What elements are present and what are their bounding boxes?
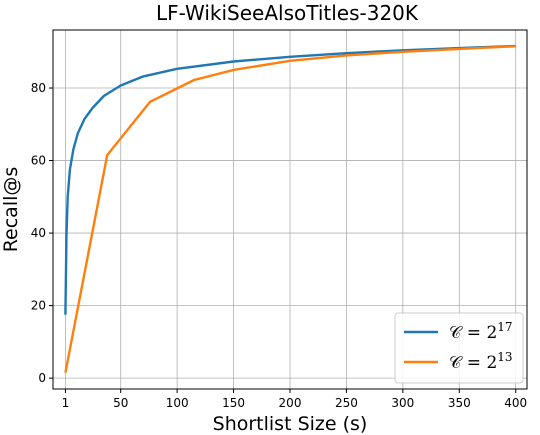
x-tick-label: 100 — [166, 396, 189, 410]
y-tick-label: 40 — [31, 226, 46, 240]
x-tick-label: 300 — [391, 396, 414, 410]
x-axis: 1 50 100 150 200 250 300 350 400 — [62, 389, 527, 410]
y-tick-label: 0 — [38, 371, 46, 385]
y-tick-label: 80 — [31, 81, 46, 95]
legend-label: 𝒞 = 213 — [449, 350, 513, 373]
legend-label: 𝒞 = 217 — [449, 320, 513, 343]
y-axis: 0 20 40 60 80 — [31, 81, 53, 385]
x-tick-label: 150 — [222, 396, 245, 410]
x-tick-label: 400 — [504, 396, 527, 410]
x-tick-label: 1 — [62, 396, 70, 410]
legend-box — [394, 312, 524, 384]
series-line-1 — [64, 44, 516, 315]
series-line-2 — [64, 45, 516, 373]
y-tick-label: 60 — [31, 154, 46, 168]
y-tick-label: 20 — [31, 299, 46, 313]
x-tick-label: 50 — [113, 396, 128, 410]
chart-title: LF-WikiSeeAlsoTitles-320K — [156, 1, 419, 25]
series-layer — [64, 44, 516, 373]
x-axis-title: Shortlist Size (s) — [213, 413, 368, 435]
x-tick-label: 200 — [279, 396, 302, 410]
grid — [53, 30, 527, 389]
y-axis-title: Recall@s — [0, 167, 22, 253]
x-tick-label: 350 — [448, 396, 471, 410]
legend: 𝒞 = 217 𝒞 = 213 — [394, 312, 524, 384]
x-tick-label: 250 — [335, 396, 358, 410]
